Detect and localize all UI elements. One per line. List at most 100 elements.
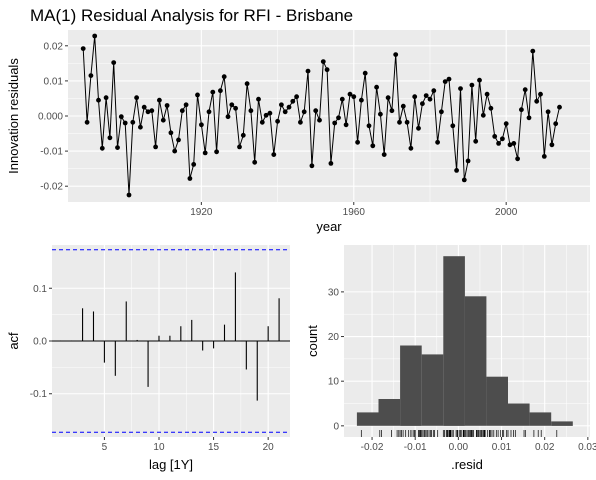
residual-point [256,97,261,102]
residual-point [550,142,555,147]
histogram-bar [530,412,552,425]
residual-point [500,136,505,141]
histogram-bar [400,346,422,426]
chart-title: MA(1) Residual Analysis for RFI - Brisba… [30,6,353,25]
residual-point [416,126,421,131]
acf-x-axis-label: lag [1Y] [149,457,193,472]
residual-point [81,46,86,51]
x-tick-label: 0.02 [535,442,555,453]
residual-point [519,107,524,112]
residual-point [241,133,246,138]
residual-point [260,120,265,125]
residual-point [96,98,101,103]
residual-point [370,143,375,148]
histogram-x-axis-label: .resid [451,457,483,472]
residual-point [214,149,219,154]
residual-point [169,130,174,135]
residual-point [359,98,364,103]
histogram-bar [551,421,573,426]
y-tick-label: 0.0 [33,337,47,348]
y-tick-label: 0.01 [44,76,64,87]
residual-point [485,92,490,97]
y-tick-label: 30 [328,287,340,298]
histogram-y-axis-label: count [305,325,320,357]
residual-point [378,112,383,117]
residual-point [409,146,414,151]
y-axis-label: Innovation residuals [6,58,21,174]
x-tick-label: 1960 [343,207,366,218]
residual-point [138,125,143,130]
residual-point [329,161,334,166]
residual-point [534,99,539,104]
residual-point [111,60,116,65]
residual-point [424,93,429,98]
acf-panel: 5 10 15 20-0.10.00.1 [30,245,290,453]
residual-point [435,140,440,145]
histogram-panel: -0.02 -0.01 0.00 0.01 0.02 0.030102030 [328,245,596,453]
y-tick-label: 0 [333,421,339,432]
histogram-bar [379,399,401,426]
residual-point [447,77,452,82]
residual-point [191,162,196,167]
residual-point [363,71,368,76]
residual-point [458,86,463,91]
residual-point [306,69,311,74]
residual-point [496,141,501,146]
residual-point [268,111,273,116]
x-tick-label: 0.00 [449,442,469,453]
x-tick-label: 10 [153,442,165,453]
residual-point [382,152,387,157]
residual-point [530,49,535,54]
residual-point [226,114,231,119]
residual-point [390,108,395,113]
residual-point [294,94,299,99]
residual-point [557,105,562,110]
residual-point [283,109,288,114]
residual-point [466,159,471,164]
residual-point [149,108,154,113]
residual-point [153,145,158,150]
residuals-time-series-panel: 1920 1960 2000-0.02-0.010.0000.010.02 [38,30,590,218]
residual-point [222,74,227,79]
residual-point [279,102,284,107]
histogram-bar [357,412,379,425]
residual-point [523,87,528,92]
y-tick-label: -0.1 [30,389,48,400]
residual-point [367,123,372,128]
residual-point [351,94,356,99]
residual-point [538,92,543,97]
residual-point [504,121,509,126]
x-tick-label: 2000 [495,207,518,218]
residual-point [477,78,482,83]
residual-point [542,154,547,159]
residual-point [249,108,254,113]
residual-point [210,90,215,95]
residual-point [428,97,433,102]
histogram-bar [486,377,508,426]
residual-point [340,97,345,102]
residual-point [157,98,162,103]
residual-point [332,121,337,126]
residual-point [439,109,444,114]
y-tick-label: -0.01 [40,147,63,158]
residual-point [195,93,200,98]
residual-point [161,118,166,123]
residual-point [470,83,475,88]
histogram-bar [443,256,465,426]
residual-point [172,149,177,154]
residual-point [492,134,497,139]
residual-point [199,122,204,127]
residual-point [302,109,307,114]
residual-point [180,108,185,113]
residual-point [100,146,105,151]
residual-point [165,103,170,108]
y-tick-label: 0.02 [44,41,64,52]
residual-point [527,115,532,120]
residual-point [325,67,330,72]
residual-point [89,73,94,78]
residual-point [450,123,455,128]
residual-point [207,109,212,114]
x-tick-label: 1920 [190,207,213,218]
residual-point [481,113,486,118]
residual-point [336,115,341,120]
